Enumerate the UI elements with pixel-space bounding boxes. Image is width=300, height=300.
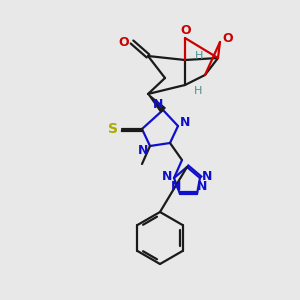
Text: S: S [108,122,118,136]
Text: N: N [162,169,172,182]
Text: N: N [171,181,181,194]
Text: N: N [153,98,163,110]
Text: N: N [180,116,190,130]
Text: N: N [202,169,212,182]
Text: H: H [194,86,202,96]
Text: N: N [138,143,148,157]
Text: N: N [197,181,207,194]
Text: O: O [119,35,129,49]
Text: O: O [181,23,191,37]
Text: O: O [223,32,233,46]
Polygon shape [148,94,165,112]
Text: H: H [195,51,203,61]
